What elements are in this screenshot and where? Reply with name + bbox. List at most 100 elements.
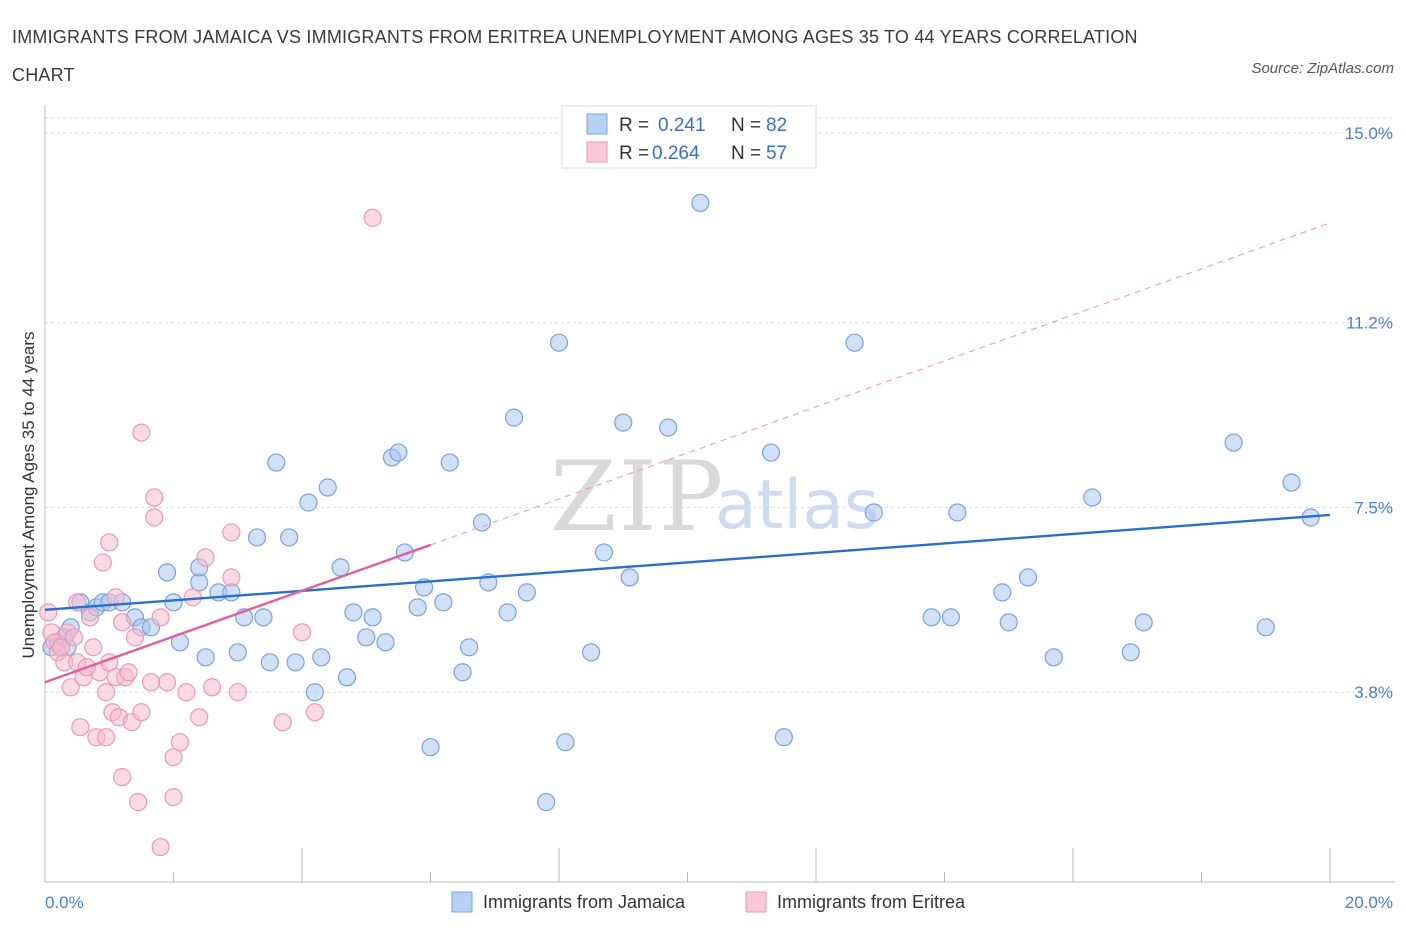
- jamaica-point-32: [312, 648, 331, 667]
- jamaica-point-55: [537, 793, 556, 812]
- eritrea-point-44: [190, 708, 209, 727]
- watermark-atlas: atlas: [715, 466, 879, 545]
- jamaica-n-value: 82: [766, 115, 787, 136]
- x-tick-label-0: 0.0%: [45, 893, 84, 912]
- jamaica-point-59: [594, 543, 614, 562]
- jamaica-point-68: [864, 503, 883, 522]
- data-points: [39, 148, 1320, 857]
- eritrea-point-25: [112, 613, 132, 632]
- eritrea-r-label: R =: [619, 143, 649, 164]
- eritrea-point-11: [80, 608, 100, 627]
- eritrea-point-16: [96, 683, 116, 702]
- eritrea-point-31: [132, 703, 151, 722]
- eritrea-point-40: [170, 733, 190, 752]
- jamaica-point-65: [761, 443, 781, 462]
- eritrea-trend-line: [44, 543, 431, 684]
- eritrea-point-15: [93, 553, 112, 572]
- eritrea-point-29: [125, 628, 145, 647]
- grid: [45, 117, 1395, 693]
- jamaica-point-76: [1083, 488, 1102, 507]
- eritrea-point-49: [292, 623, 312, 642]
- jamaica-point-62: [659, 418, 678, 437]
- eritrea-point-51: [363, 208, 382, 227]
- y-axis-label: Unemployment Among Ages 35 to 44 years: [19, 332, 38, 659]
- eritrea-point-39: [164, 788, 183, 807]
- jamaica-point-61: [620, 568, 639, 587]
- eritrea-r-value: 0.264: [652, 143, 700, 164]
- trend-lines: [44, 222, 1331, 684]
- jamaica-point-57: [556, 733, 575, 752]
- eritrea-point-56: [202, 678, 222, 697]
- eritrea-trend-extension: [430, 222, 1331, 546]
- eritrea-point-34: [145, 488, 164, 507]
- jamaica-point-43: [408, 598, 427, 617]
- eritrea-point-9: [71, 718, 90, 737]
- jamaica-point-70: [941, 608, 961, 627]
- jamaica-point-50: [472, 513, 491, 532]
- jamaica-point-53: [504, 408, 524, 427]
- eritrea-point-52: [51, 638, 71, 657]
- jamaica-point-46: [434, 593, 453, 612]
- eritrea-point-48: [273, 713, 292, 732]
- series-legend: Immigrants from Jamaica Immigrants from …: [451, 891, 966, 913]
- jamaica-point-81: [1282, 473, 1301, 492]
- eritrea-point-32: [132, 423, 151, 442]
- jamaica-point-29: [286, 653, 305, 672]
- jamaica-point-37: [357, 628, 376, 647]
- jamaica-r-label: R =: [619, 115, 649, 136]
- jamaica-point-78: [1134, 613, 1153, 632]
- eritrea-point-30: [129, 793, 148, 812]
- x-tick-label-1: 20.0%: [1345, 893, 1393, 912]
- jamaica-point-66: [774, 728, 793, 747]
- jamaica-point-52: [498, 603, 517, 622]
- jamaica-point-71: [948, 503, 967, 522]
- watermark-zip: ZIP: [550, 441, 725, 553]
- jamaica-point-58: [582, 643, 601, 662]
- eritrea-point-55: [141, 673, 161, 692]
- jamaica-point-38: [363, 608, 382, 627]
- jamaica-point-33: [318, 478, 337, 497]
- jamaica-point-25: [254, 608, 273, 627]
- eritrea-n-label: N =: [731, 143, 761, 164]
- eritrea-n-value: 57: [766, 143, 787, 164]
- jamaica-point-75: [1044, 648, 1063, 667]
- jamaica-point-27: [267, 453, 286, 472]
- jamaica-point-15: [164, 593, 183, 612]
- jamaica-point-73: [999, 613, 1018, 632]
- y-tick-label-2: 11.2%: [1346, 314, 1393, 333]
- jamaica-point-45: [421, 738, 440, 757]
- jamaica-point-30: [299, 493, 318, 512]
- jamaica-point-48: [453, 663, 472, 682]
- eritrea-point-0: [39, 603, 58, 622]
- eritrea-point-27: [119, 663, 138, 682]
- jamaica-point-72: [993, 583, 1012, 602]
- jamaica-point-36: [344, 603, 363, 622]
- eritrea-swatch: [586, 141, 608, 163]
- jamaica-point-35: [337, 668, 357, 687]
- jamaica-swatch: [586, 113, 608, 135]
- eritrea-point-6: [61, 678, 80, 697]
- eritrea-point-38: [164, 748, 183, 767]
- eritrea-point-17: [96, 728, 116, 747]
- eritrea-point-37: [157, 673, 177, 692]
- jamaica-point-60: [614, 413, 633, 432]
- jamaica-n-label: N =: [731, 115, 761, 136]
- source-label: Source: ZipAtlas.com: [1251, 60, 1394, 77]
- jamaica-point-77: [1121, 643, 1140, 662]
- jamaica-point-31: [305, 683, 324, 702]
- eritrea-point-12: [84, 638, 103, 657]
- jamaica-point-54: [517, 583, 536, 602]
- y-tick-label-0: 3.8%: [1354, 683, 1393, 702]
- jamaica-point-49: [459, 638, 479, 657]
- jamaica-point-63: [691, 193, 710, 212]
- jamaica-point-80: [1256, 618, 1275, 637]
- jamaica-point-67: [845, 333, 864, 352]
- y-tick-label-3: 15.0%: [1345, 124, 1393, 143]
- eritrea-point-22: [106, 588, 125, 607]
- eritrea-point-43: [196, 548, 215, 567]
- jamaica-point-74: [1018, 568, 1038, 587]
- jamaica-trend-line: [44, 513, 1331, 612]
- jamaica-point-14: [157, 563, 177, 582]
- eritrea-point-46: [222, 568, 241, 587]
